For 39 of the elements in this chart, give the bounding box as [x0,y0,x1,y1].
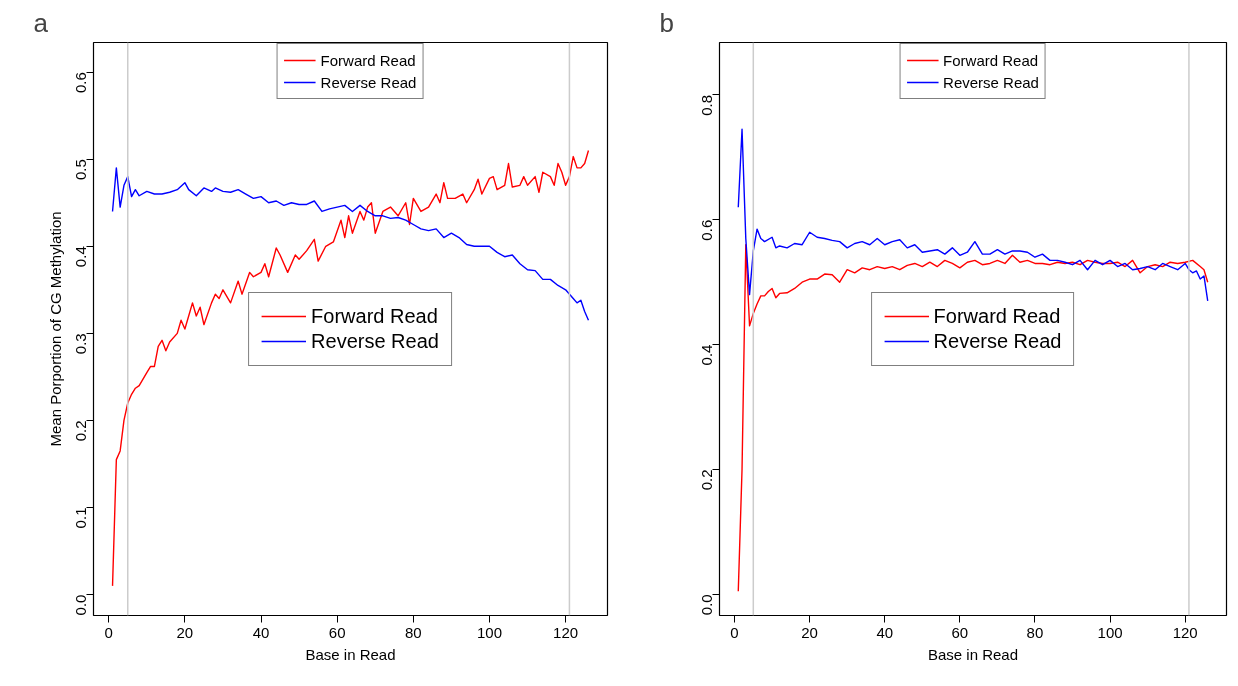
y-tick-label: 0.4 [698,344,716,366]
x-tick-label: 0 [104,623,113,641]
x-axis-title: Base in Read [927,645,1019,663]
x-tick-label: 100 [1097,623,1123,641]
y-tick-label: 0.6 [698,219,716,241]
text: Reverse Read [943,73,1039,91]
x-tick-label: 120 [1172,623,1198,641]
x-tick-label: 100 [476,623,502,641]
x-tick-label: 80 [404,623,422,641]
x-tick-label: 40 [252,623,270,641]
y-tick-label: 0.5 [72,159,90,181]
x-tick-label: 80 [1026,623,1044,641]
y-tick-label: 0.1 [72,507,90,529]
x-tick-label: 40 [876,623,894,641]
legend-label: Forward Read [933,304,1061,328]
chart-title: b [659,7,674,38]
text: Reverse Read [320,73,417,91]
y-tick-label: 0.0 [698,594,716,616]
x-tick-label: 20 [801,623,818,641]
legend-label: Reverse Read [311,329,439,353]
text: Forward Read [943,51,1039,69]
y-tick-label: 0.3 [72,333,90,355]
chart-title: a [33,7,49,38]
y-axis-title: Mean Porportion of CG Methylation [46,211,64,447]
legend-label: Reverse Read [933,329,1062,353]
legend-label: Forward Read [311,304,438,328]
x-tick-label: 120 [553,623,579,641]
y-tick-label: 0.6 [72,72,90,93]
x-tick-label: 60 [951,623,969,641]
y-tick-label: 0.0 [72,594,90,616]
x-tick-label: 0 [730,623,739,641]
x-tick-label: 20 [176,623,194,641]
y-tick-label: 0.2 [698,469,716,491]
y-tick-label: 0.2 [72,420,90,442]
y-tick-label: 0.4 [72,246,90,268]
text: Forward Read [320,51,416,69]
x-axis-title: Base in Read [305,645,396,663]
y-tick-label: 0.8 [698,94,716,116]
x-tick-label: 60 [328,623,346,641]
